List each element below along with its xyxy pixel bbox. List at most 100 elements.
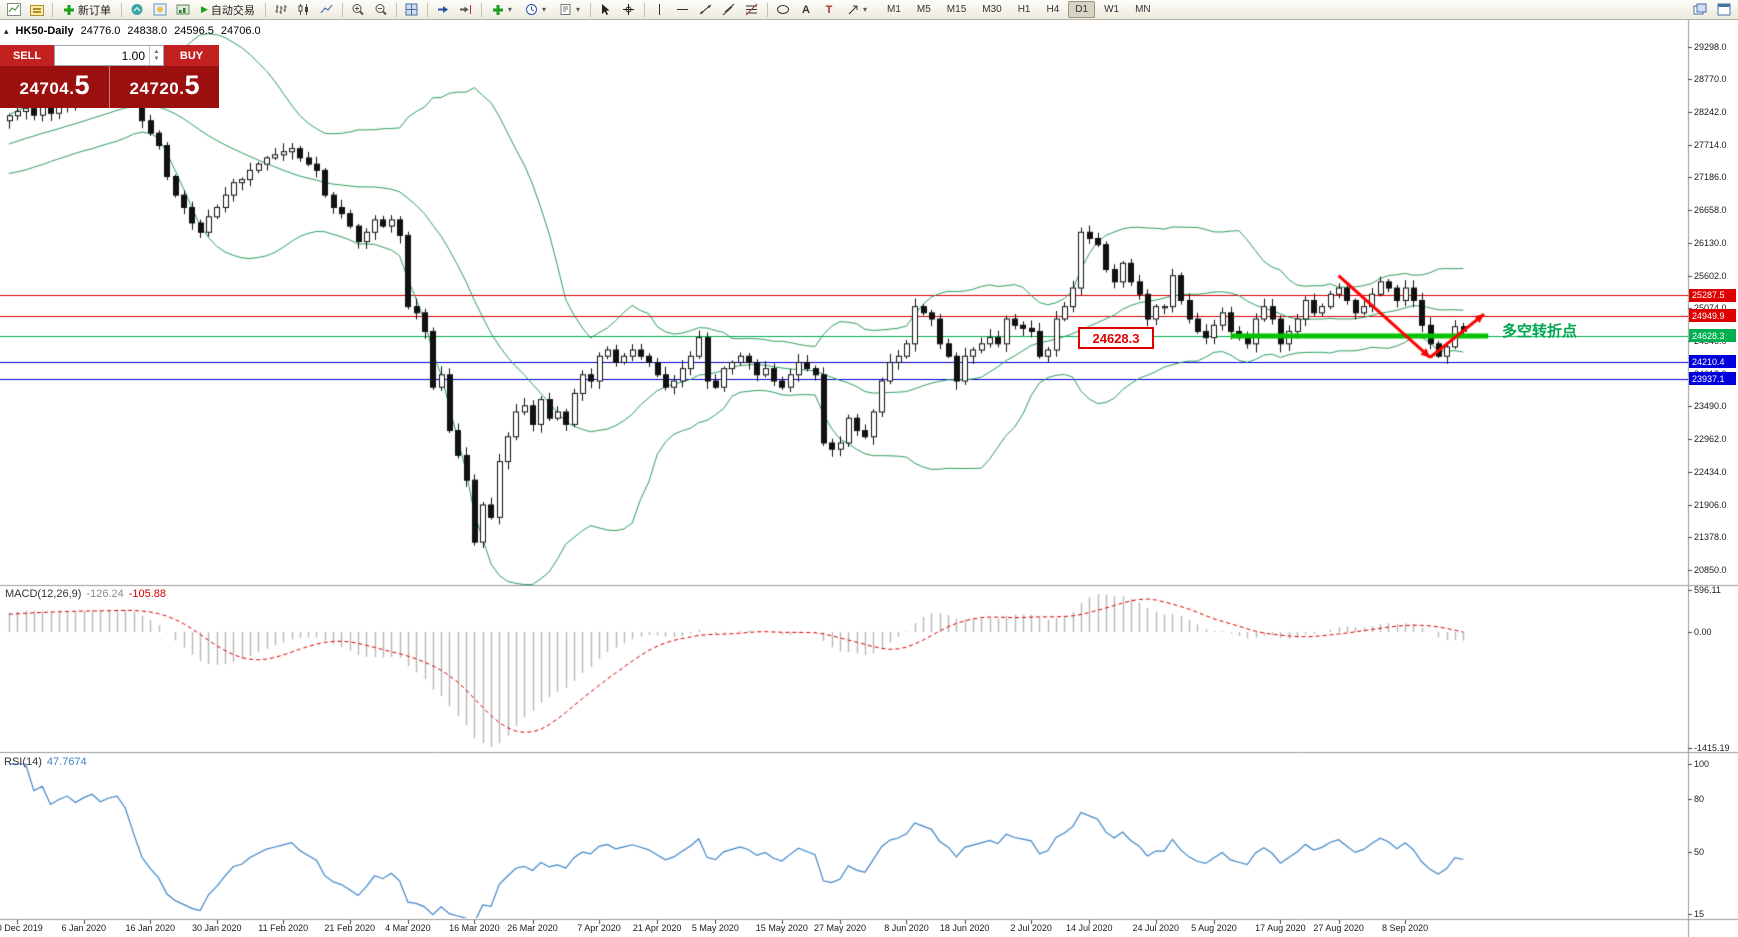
shapes-icon[interactable] <box>772 0 794 19</box>
close-value: 24706.0 <box>220 25 261 37</box>
new-window-icon[interactable] <box>1689 0 1711 19</box>
chevron-down-icon: ▾ <box>575 5 580 14</box>
toolbar-separator <box>480 2 482 17</box>
indicators-button[interactable]: ▾ <box>486 0 518 19</box>
templates-button[interactable]: ▾ <box>553 0 586 19</box>
terminal-icon[interactable] <box>172 0 194 19</box>
channel-icon[interactable] <box>718 0 740 19</box>
date-tick-label: 17 Aug 2020 <box>1255 923 1306 933</box>
vertical-line-icon[interactable] <box>649 0 671 19</box>
toolbar-right-group <box>1689 0 1735 19</box>
timeframe-button-MN[interactable]: MN <box>1135 4 1151 15</box>
symbol-info: ▴ HK50-Daily 24776.0 24838.0 24596.5 247… <box>4 25 261 37</box>
timeframe-button-H1[interactable]: H1 <box>1017 4 1031 15</box>
buy-price-main: 24720. <box>129 79 185 98</box>
rsi-value: 47.7674 <box>46 756 87 768</box>
volume-value: 1.00 <box>121 48 145 63</box>
timeframe-group: M1 M5 M15 M30 H1 H4 D1 W1 MN <box>880 1 1158 18</box>
volume-input[interactable]: 1.00 ▲ ▼ <box>54 45 164 66</box>
market-watch-icon[interactable] <box>126 0 148 19</box>
bar-chart-icon[interactable] <box>270 0 292 19</box>
price-level-label[interactable]: 24628.3 <box>1078 327 1154 349</box>
zoom-in-icon[interactable] <box>347 0 369 19</box>
timeframe-button-M5[interactable]: M5 <box>916 4 931 15</box>
new-order-label: 新订单 <box>78 4 111 17</box>
sell-price[interactable]: 24704. 5 <box>0 66 109 108</box>
spinner-down-icon[interactable]: ▼ <box>153 55 160 62</box>
new-chart-icon[interactable] <box>3 0 25 19</box>
rsi-tick-label: 50 <box>1694 847 1705 858</box>
fibonacci-icon[interactable] <box>741 0 763 19</box>
price-tick-label: 22962.0 <box>1694 434 1727 445</box>
autotrading-button[interactable]: ▶ 自动交易 <box>195 0 261 19</box>
chevron-down-icon: ▾ <box>507 5 512 14</box>
date-tick-label: 27 Aug 2020 <box>1313 923 1364 933</box>
timeframe-button-M30[interactable]: M30 <box>982 4 1002 15</box>
tile-windows-icon[interactable] <box>401 0 423 19</box>
macd-value-1: -126.24 <box>86 588 124 600</box>
high-value: 24838.0 <box>127 25 168 37</box>
date-tick-label: 6 Jan 2020 <box>61 923 107 933</box>
symbol-period-label: HK50-Daily <box>15 25 74 37</box>
candlestick-chart-icon[interactable] <box>293 0 315 19</box>
timeframe-button-W1[interactable]: W1 <box>1104 4 1120 15</box>
periods-button[interactable]: ▾ <box>519 0 552 19</box>
date-tick-label: 8 Sep 2020 <box>1382 923 1429 933</box>
timeframe-button-M15[interactable]: M15 <box>946 4 967 15</box>
price-tick-label: 27714.0 <box>1694 139 1727 150</box>
hline-price-tag: 23937.1 <box>1689 372 1736 386</box>
sell-button[interactable]: SELL <box>0 45 54 66</box>
buy-price[interactable]: 24720. 5 <box>109 66 219 108</box>
timeframe-button-H4[interactable]: H4 <box>1046 4 1060 15</box>
volume-spinner[interactable]: ▲ ▼ <box>149 46 163 65</box>
timeframe-button-D1[interactable]: D1 <box>1068 1 1096 18</box>
arrows-icon[interactable]: ▾ <box>841 0 873 19</box>
date-tick-label: 14 Jul 2020 <box>1066 923 1113 933</box>
cursor-icon[interactable] <box>595 0 617 19</box>
date-tick-label: 11 Feb 2020 <box>258 923 309 933</box>
low-value: 24596.5 <box>174 25 214 37</box>
horizontal-line-icon[interactable] <box>672 0 694 19</box>
pivot-annotation: 多空转折点 <box>1502 323 1578 340</box>
date-tick-label: 16 Mar 2020 <box>449 923 500 933</box>
navigator-icon[interactable] <box>149 0 171 19</box>
price-tick-label: 23490.0 <box>1694 401 1727 412</box>
toolbar-separator <box>341 2 343 17</box>
macd-title: MACD(12,26,9) <box>5 588 82 600</box>
date-tick-label: 7 Apr 2020 <box>577 923 621 933</box>
toolbar-separator <box>766 2 768 17</box>
cascade-windows-icon[interactable] <box>1713 0 1735 19</box>
crosshair-icon[interactable] <box>618 0 640 19</box>
chevron-down-icon: ▾ <box>541 5 546 14</box>
buy-button[interactable]: BUY <box>164 45 219 66</box>
date-tick-label: 24 Jul 2020 <box>1132 923 1180 933</box>
profiles-icon[interactable] <box>26 0 48 19</box>
auto-scroll-icon[interactable] <box>432 0 454 19</box>
rsi-title: RSI(14) <box>4 756 42 768</box>
price-tick-label: 21378.0 <box>1694 532 1727 543</box>
zoom-out-icon[interactable] <box>370 0 392 19</box>
toolbar-separator <box>589 2 591 17</box>
label-icon[interactable]: T <box>825 3 833 16</box>
open-value: 24776.0 <box>80 25 121 37</box>
date-tick-label: 2 Jul 2020 <box>1010 923 1052 933</box>
chart-shift-icon[interactable] <box>455 0 477 19</box>
price-tick-label: 25602.0 <box>1694 270 1727 281</box>
spinner-up-icon[interactable]: ▲ <box>153 48 160 55</box>
new-order-button[interactable]: 新订单 <box>57 0 117 19</box>
line-chart-icon[interactable] <box>316 0 338 19</box>
date-tick-label: 5 May 2020 <box>691 923 739 933</box>
text-icon[interactable]: A <box>801 3 810 16</box>
timeframe-button-M1[interactable]: M1 <box>886 4 901 15</box>
rsi-indicator-label: RSI(14) 47.7674 <box>4 756 87 768</box>
date-tick-label: 4 Mar 2020 <box>385 923 431 933</box>
macd-tick-label: 0.00 <box>1694 627 1712 638</box>
panel-collapse-icon[interactable]: ▴ <box>4 25 9 36</box>
toolbar-separator <box>264 2 266 17</box>
toolbar-separator <box>426 2 428 17</box>
price-tick-label: 20850.0 <box>1694 565 1727 576</box>
date-tick-label: 16 Jan 2020 <box>125 923 176 933</box>
toolbar-separator <box>52 2 53 17</box>
trendline-icon[interactable] <box>695 0 717 19</box>
